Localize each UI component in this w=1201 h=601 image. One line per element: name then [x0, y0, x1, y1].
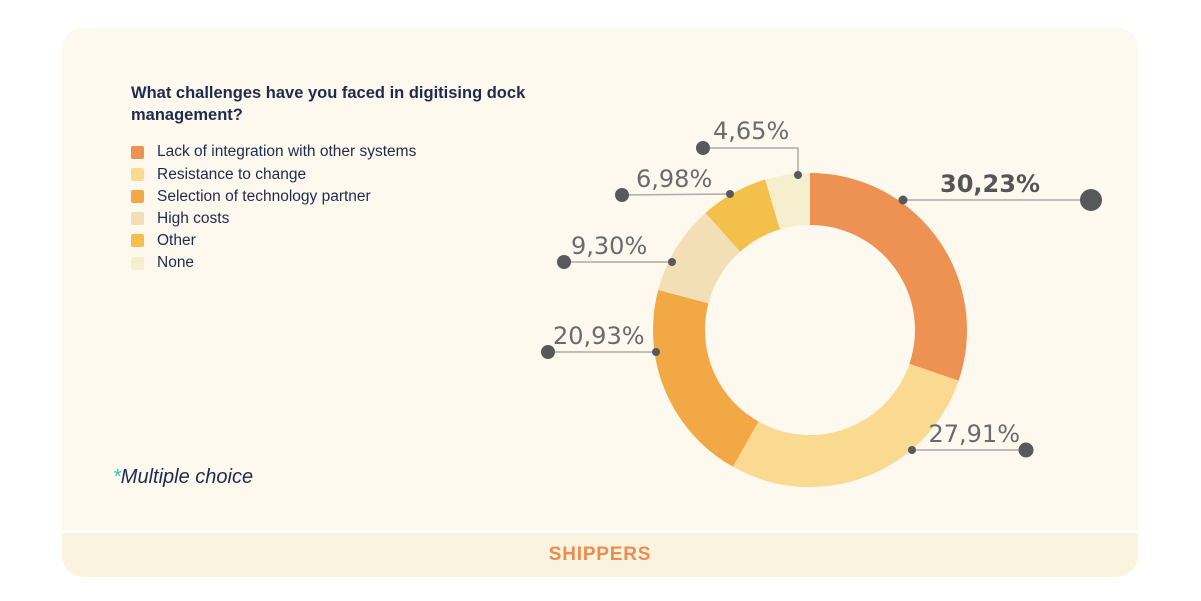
legend-item: Lack of integration with other systems: [131, 141, 416, 163]
legend-color-swatch: [131, 234, 144, 248]
legend-item-label: Other: [157, 232, 196, 250]
donut-chart: [653, 173, 967, 487]
data-label-lack-of-integration: 30,23%: [940, 170, 1040, 198]
legend-color-swatch: [131, 212, 144, 226]
legend-item-label: Resistance to change: [157, 165, 307, 183]
legend-item-label: Lack of integration with other systems: [157, 143, 417, 161]
asterisk-icon: *: [113, 466, 121, 488]
donut-segments: [653, 173, 967, 487]
legend-color-swatch: [131, 167, 144, 181]
data-label-resistance-to-change: 27,91%: [928, 420, 1020, 448]
footnote-text: Multiple choice: [120, 466, 254, 488]
donut-segment-5: [653, 173, 967, 487]
legend-item-label: None: [157, 254, 195, 272]
multiple-choice-footnote: *Multiple choice: [113, 466, 253, 489]
data-label-high-costs: 9,30%: [571, 232, 648, 260]
legend-color-swatch: [131, 256, 144, 270]
data-label-other: 6,98%: [636, 165, 713, 193]
legend-item: Selection of technology partner: [131, 185, 416, 207]
chart-title: What challenges have you faced in digiti…: [131, 84, 526, 124]
legend-item: High costs: [131, 208, 416, 230]
donut-segment-1: [653, 173, 967, 487]
chart-card: [62, 28, 1138, 530]
footer-band: SHIPPERS: [62, 533, 1138, 577]
footer-group-label: SHIPPERS: [548, 544, 652, 565]
donut-segment-2: [653, 173, 967, 487]
data-label-none: 4,65%: [713, 117, 790, 145]
legend-color-swatch: [131, 189, 144, 203]
data-label-selection-of-technology-partner: 20,93%: [553, 322, 645, 350]
legend-item-label: Selection of technology partner: [157, 187, 371, 205]
chart-legend: Lack of integration with other systems R…: [131, 141, 416, 274]
legend-item: None: [131, 252, 416, 274]
legend-item: Resistance to change: [131, 163, 416, 185]
legend-item: Other: [131, 230, 416, 252]
legend-color-swatch: [131, 145, 144, 159]
legend-item-label: High costs: [157, 209, 230, 227]
